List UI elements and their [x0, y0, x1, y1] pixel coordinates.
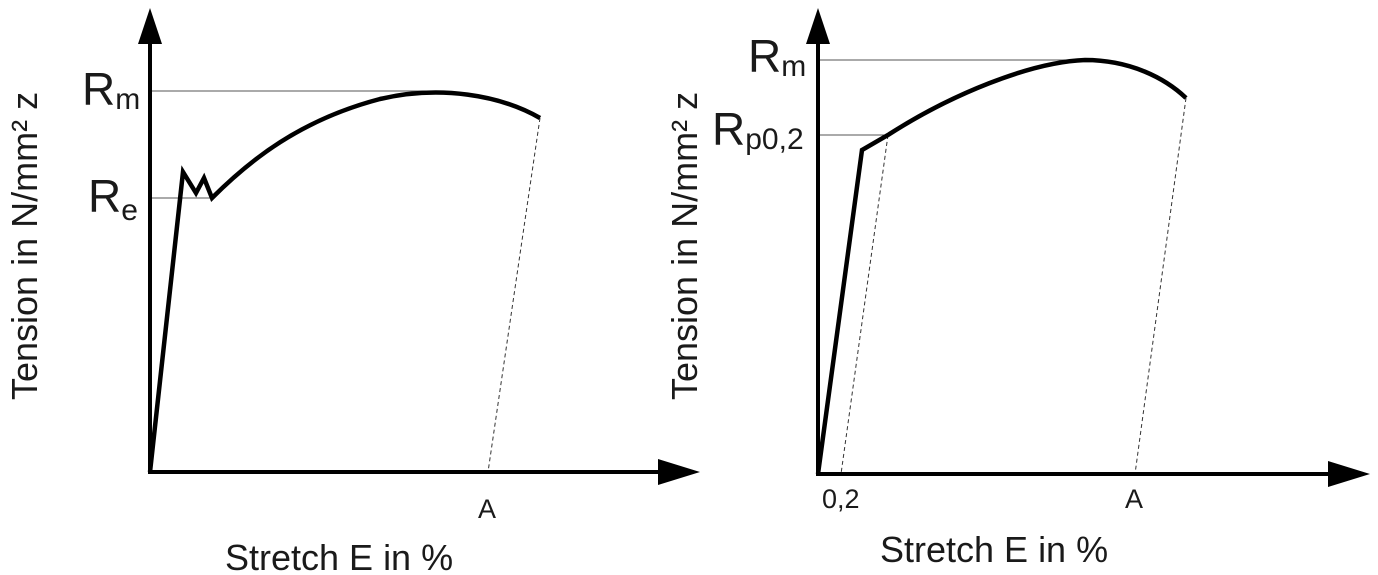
- left-re-label: Re: [88, 170, 138, 227]
- left-a-label: A: [478, 494, 496, 524]
- left-y-axis-title: Tension in N/mm² z: [4, 92, 45, 400]
- left-rm-label: Rm: [82, 63, 140, 116]
- left-x-axis-title: Stretch E in %: [225, 537, 453, 575]
- right-rp-label: Rp0,2: [712, 103, 804, 156]
- left-x-axis-arrow: [658, 459, 700, 485]
- left-unload-dashed-line: [487, 117, 541, 473]
- right-x-axis-arrow: [1328, 461, 1370, 487]
- right-offset-label: 0,2: [822, 484, 860, 514]
- right-y-axis-title: Tension in N/mm² z: [664, 92, 705, 400]
- right-diagram: Rm Rp0,2 0,2 A Stretch E in % Tension in…: [664, 8, 1370, 570]
- right-a-label: A: [1125, 484, 1143, 514]
- right-y-axis-arrow: [806, 8, 830, 44]
- right-rm-label: Rm: [748, 30, 806, 83]
- left-diagram: Rm Re A Stretch E in % Tension in N/mm² …: [4, 8, 700, 575]
- left-y-axis-arrow: [138, 8, 162, 44]
- right-offset-dashed-line: [840, 134, 889, 475]
- right-unload-dashed-line: [1134, 97, 1187, 475]
- right-x-axis-title: Stretch E in %: [880, 529, 1108, 570]
- right-stress-strain-curve: [815, 57, 1188, 475]
- left-stress-strain-curve: [147, 90, 542, 473]
